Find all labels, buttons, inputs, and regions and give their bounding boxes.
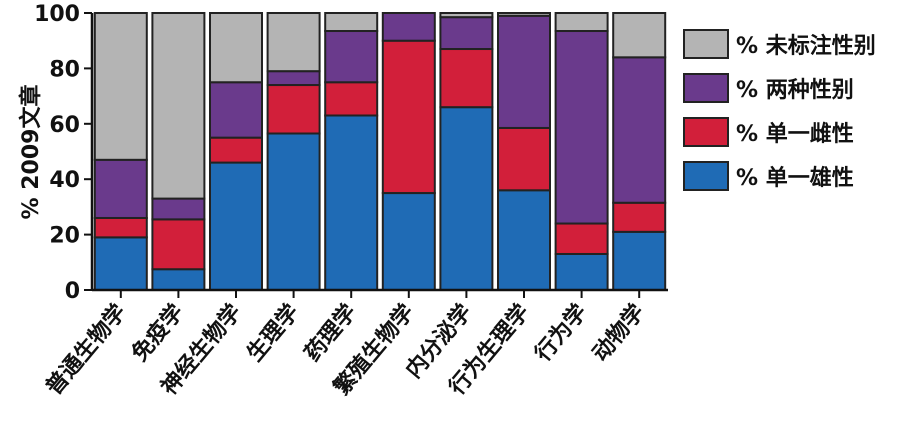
- bar-segment-1: [324, 114, 379, 291]
- legend-swatch: [683, 29, 729, 59]
- bar-segment-4: [439, 12, 494, 19]
- bar-segment-2: [439, 48, 494, 109]
- bar-segment-1: [266, 132, 321, 291]
- bar-segment-3: [266, 70, 321, 87]
- bar-segment-2: [612, 201, 667, 233]
- legend-label: % 单一雄性: [736, 166, 854, 191]
- bar-segment-3: [439, 16, 494, 51]
- bar-segment-3: [151, 197, 206, 221]
- x-tick-label: 行为学: [529, 299, 592, 367]
- bar-segment-2: [497, 126, 551, 192]
- y-tick-label: 60: [49, 113, 80, 138]
- legend-swatch: [683, 117, 729, 147]
- bar-segment-4: [497, 12, 551, 17]
- bar-segment-1: [554, 252, 609, 292]
- bar-segment-2: [554, 222, 609, 255]
- y-tick-label: 100: [34, 2, 80, 27]
- bar-segment-1: [439, 106, 494, 292]
- bar-segment-1: [381, 192, 436, 291]
- legend-label: % 两种性别: [736, 78, 854, 103]
- bar-segment-2: [324, 81, 379, 117]
- bar-segment-4: [209, 12, 263, 84]
- bar-segment-1: [497, 189, 551, 291]
- bar-segment-4: [151, 12, 206, 200]
- y-tick-label: 40: [49, 168, 80, 193]
- x-tick-label: 生理学: [242, 299, 304, 366]
- bar-segment-4: [93, 12, 148, 161]
- bar-segment-4: [324, 12, 379, 33]
- bar-segment-3: [209, 81, 263, 139]
- y-axis-label: % 2009文章: [18, 85, 44, 220]
- bar-segment-3: [497, 14, 551, 129]
- bar-segment-3: [324, 30, 379, 84]
- bar-segment-1: [612, 230, 667, 291]
- bar-segment-2: [209, 136, 263, 164]
- bar-segment-2: [266, 84, 321, 135]
- bar-segment-1: [151, 268, 206, 292]
- bar-segment-3: [612, 56, 667, 204]
- y-tick-label: 20: [49, 224, 80, 249]
- bar-segment-1: [93, 236, 148, 291]
- bar-segment-1: [209, 161, 263, 291]
- y-tick-label: 80: [49, 57, 80, 82]
- bar-segment-4: [554, 12, 609, 33]
- bar-segment-3: [93, 158, 148, 219]
- legend-label: % 未标注性别: [736, 33, 876, 59]
- legend-label: % 单一雌性: [736, 121, 854, 147]
- bar-segment-2: [151, 218, 206, 271]
- bar-segment-2: [381, 39, 436, 195]
- x-tick-label: 动物学: [587, 299, 649, 366]
- bar-segment-3: [381, 12, 436, 42]
- bar-segment-4: [266, 12, 321, 73]
- legend-swatch: [683, 73, 729, 103]
- bar-segment-3: [554, 30, 609, 225]
- x-tick-label: 普通生物学: [41, 299, 132, 400]
- bar-segment-4: [612, 12, 667, 59]
- bar-segment-2: [93, 216, 148, 239]
- y-tick-label: 0: [65, 279, 80, 304]
- legend-swatch: [683, 161, 729, 191]
